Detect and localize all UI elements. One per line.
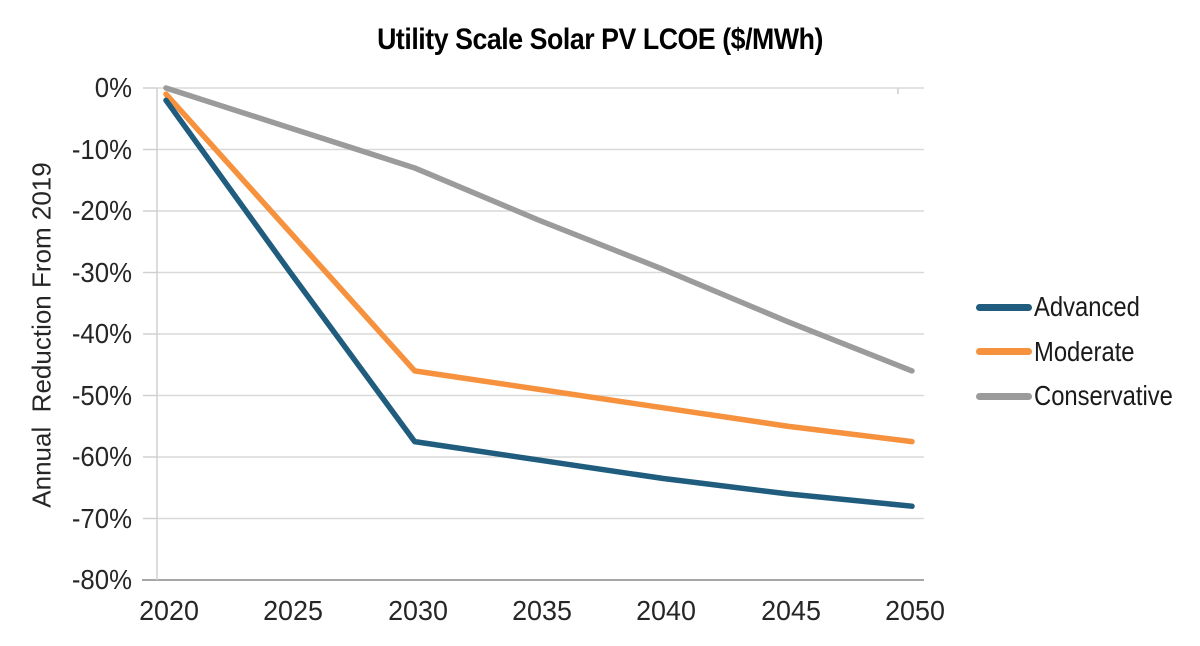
- legend-item-moderate: Moderate: [976, 335, 1152, 369]
- legend-label: Advanced: [1034, 291, 1140, 322]
- y-tick-label: -80%: [71, 564, 132, 595]
- y-tick-label: -50%: [71, 379, 132, 411]
- x-tick-label: 2035: [512, 595, 572, 626]
- series-line-advanced: [163, 97, 915, 509]
- y-tick-label: -40%: [71, 318, 132, 349]
- legend-label: Conservative: [1034, 380, 1173, 411]
- legend-item-conservative: Conservative: [976, 379, 1197, 413]
- chart-title: Utility Scale Solar PV LCOE ($/MWh): [377, 23, 823, 56]
- x-tick-label: 2020: [139, 595, 199, 626]
- legend-swatch-conservative: [976, 392, 1032, 400]
- y-tick-label: -60%: [71, 441, 132, 472]
- y-tick-label: -70%: [71, 502, 132, 534]
- x-tick-label: 2025: [263, 595, 324, 626]
- series-line-moderate: [163, 91, 915, 445]
- x-tick-label: 2030: [387, 595, 448, 626]
- legend-item-advanced: Advanced: [976, 290, 1159, 324]
- y-tick-label: -30%: [71, 256, 132, 288]
- x-tick-label: 2050: [885, 595, 945, 626]
- series-line-conservative: [163, 85, 915, 374]
- y-tick-label: 0%: [94, 72, 132, 103]
- legend-swatch-moderate: [976, 348, 1032, 355]
- legend-swatch-advanced: [976, 303, 1032, 311]
- y-tick-label: -10%: [71, 133, 132, 165]
- x-tick-label: 2045: [760, 595, 821, 626]
- legend-label: Moderate: [1034, 335, 1135, 367]
- x-tick-label: 2040: [636, 595, 697, 626]
- y-tick-label: -20%: [71, 195, 132, 226]
